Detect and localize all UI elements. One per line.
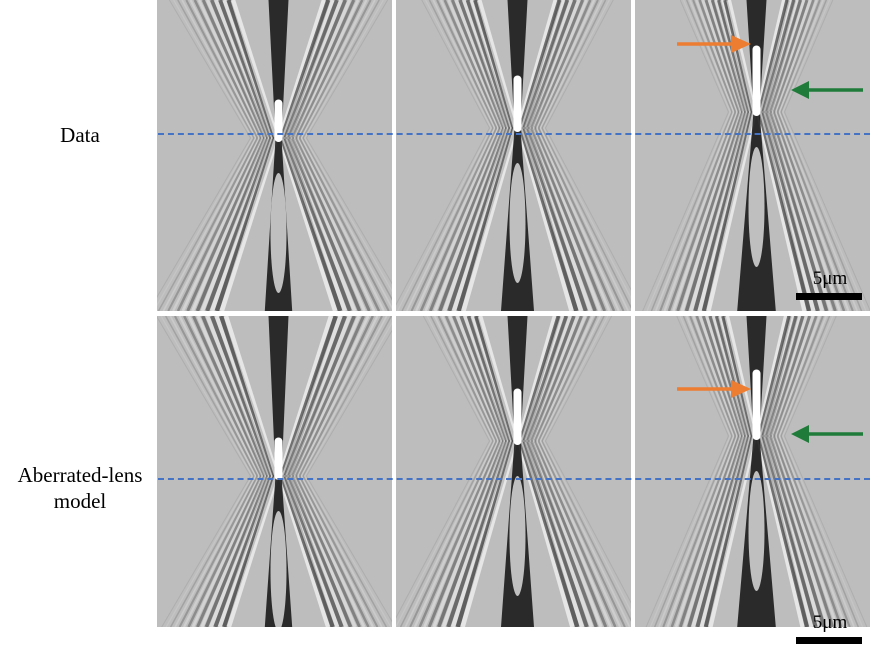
- row-label-data: Data: [60, 123, 100, 147]
- arrow-right-icon: [677, 380, 751, 398]
- panel-data-2: [396, 0, 631, 311]
- scale-bar-data: [796, 293, 862, 300]
- panel-data-1: [157, 0, 392, 311]
- panel-model-2: [396, 316, 631, 627]
- row-label-model: Aberrated-lens model: [17, 463, 143, 513]
- focal-plane-line-data: [158, 133, 870, 135]
- arrow-left-icon: [791, 81, 863, 99]
- focal-plane-line-model: [158, 478, 870, 480]
- arrow-right-icon: [677, 35, 751, 53]
- scale-bar-label-model: 5μm: [812, 612, 848, 633]
- scale-bar-model: [796, 637, 862, 644]
- arrow-left-icon: [791, 425, 863, 443]
- scale-bar-label-data: 5μm: [812, 268, 848, 289]
- panel-model-1: [157, 316, 392, 627]
- panel-data-3: [635, 0, 870, 311]
- panel-model-3: [635, 316, 870, 627]
